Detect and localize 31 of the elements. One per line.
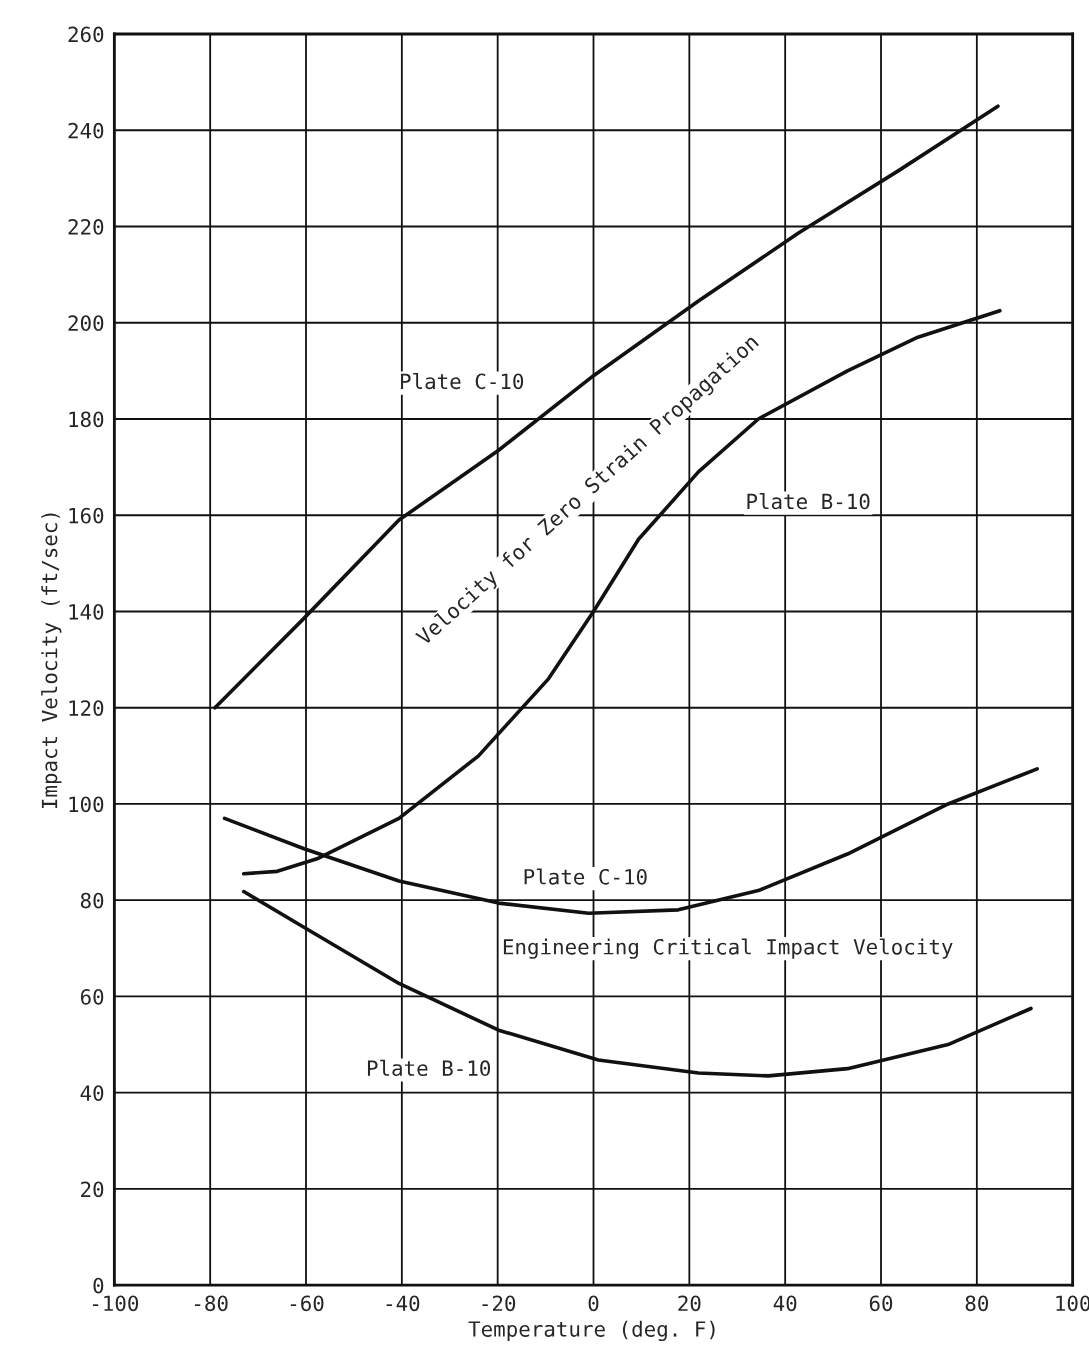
- y-tick-label: 200: [68, 315, 104, 332]
- annotation: Plate C-10: [401, 372, 524, 390]
- x-tick-label: 20: [678, 1295, 701, 1312]
- x-tick-label: -40: [386, 1295, 420, 1312]
- y-tick-label: 40: [80, 1085, 104, 1101]
- annotation: Plate C-10: [524, 868, 647, 885]
- x-axis-title: Temperature (deg. F): [468, 1320, 715, 1342]
- x-tick-label: 0: [588, 1295, 599, 1312]
- x-tick-label: -60: [290, 1295, 324, 1312]
- y-tick-label: 20: [81, 1181, 104, 1198]
- annotation: Plate B-10: [747, 493, 870, 510]
- y-tick-label: 0: [93, 1277, 104, 1294]
- x-tick-label: -100: [92, 1295, 139, 1312]
- y-tick-label: 120: [69, 700, 104, 716]
- y-tick-label: 180: [69, 411, 104, 428]
- x-tick-label: 80: [965, 1295, 989, 1312]
- y-tick-label: 100: [69, 796, 104, 813]
- y-tick-label: 60: [80, 988, 104, 1005]
- annotation: Engineering Critical Impact Velocity: [503, 938, 953, 959]
- y-tick-label: 240: [68, 122, 104, 139]
- x-tick-label: 40: [773, 1295, 797, 1312]
- x-tick-label: -80: [194, 1295, 228, 1312]
- x-tick-label: -20: [482, 1295, 516, 1312]
- y-axis-title: Impact Velocity (ft/sec): [41, 513, 62, 809]
- y-tick-label: 140: [69, 603, 104, 620]
- y-tick-label: 260: [68, 26, 104, 43]
- annotation: Plate B-10: [367, 1059, 491, 1077]
- x-tick-label: 60: [869, 1295, 893, 1312]
- y-tick-label: 220: [68, 219, 104, 235]
- y-tick-label: 80: [80, 892, 104, 909]
- y-tick-label: 160: [69, 507, 104, 524]
